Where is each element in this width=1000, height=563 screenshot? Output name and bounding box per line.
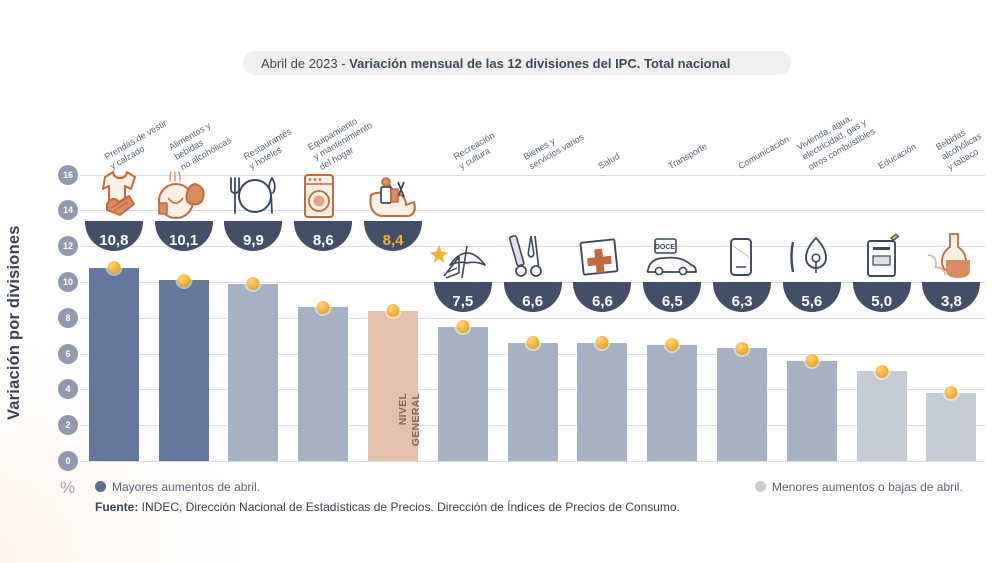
svg-text:DOCE: DOCE (655, 244, 676, 251)
